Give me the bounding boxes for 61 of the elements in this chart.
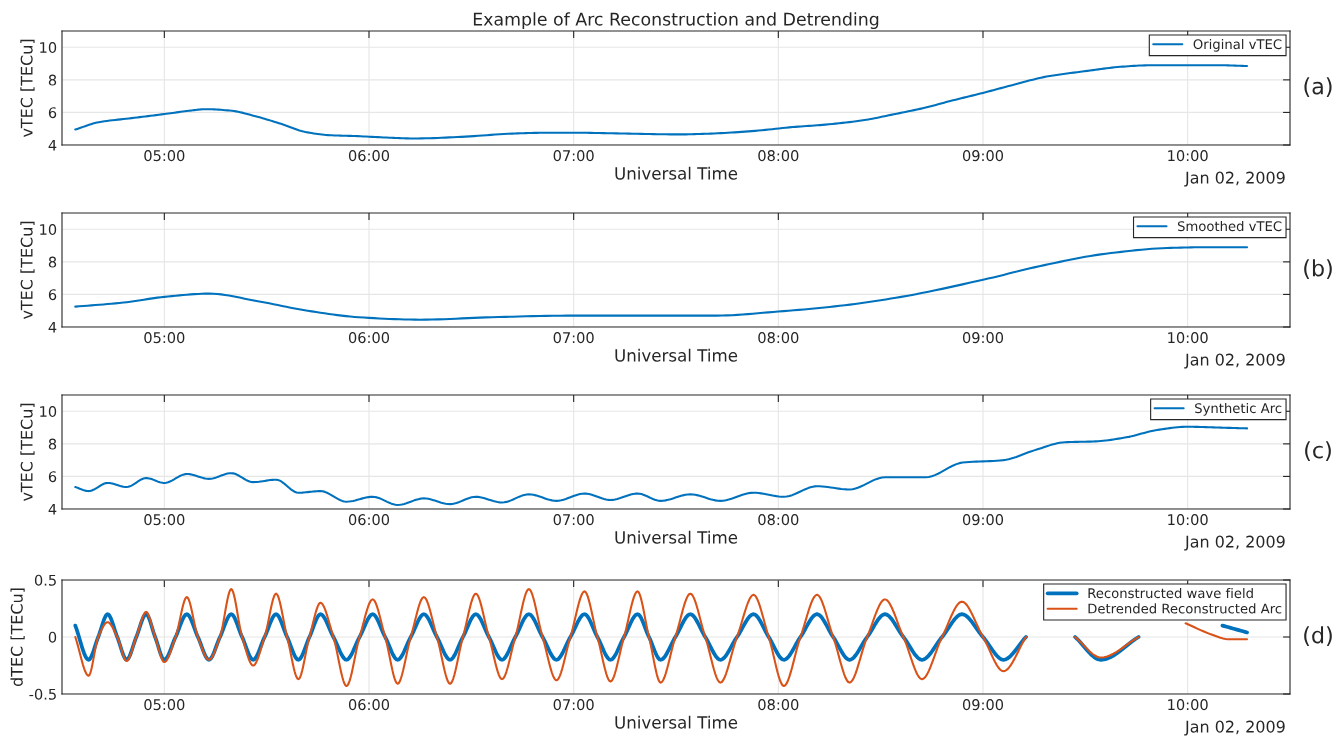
x-tick-label: 10:00: [1168, 332, 1208, 344]
legend-label: Smoothed vTEC: [1177, 220, 1282, 232]
y-tick-label: 0.5: [34, 574, 56, 586]
x-tick-label: 09:00: [962, 514, 1004, 526]
legend-label: Synthetic Arc: [1195, 402, 1282, 416]
text: Jan 02, 2009: [1184, 353, 1285, 369]
y-tick-label: 10: [40, 224, 57, 236]
y-tick-label: 6: [48, 107, 57, 119]
y-tick-label: -0.5: [29, 688, 56, 700]
y-tick-label: 6: [48, 471, 57, 483]
y-tick-label: 4: [48, 321, 57, 333]
legend-label: Reconstructed wave field: [1088, 587, 1253, 599]
text: Jan 02, 2009: [1184, 720, 1285, 736]
x-tick-label: 10:00: [1168, 150, 1208, 162]
x-tick-label: 09:00: [962, 150, 1004, 162]
y-axis-title: vTEC [TECu]: [20, 39, 35, 138]
text: (a): [1304, 77, 1332, 98]
x-tick-label: 09:00: [962, 699, 1004, 711]
y-axis-title: vTEC [TECu]: [20, 221, 35, 320]
x-axis-title: Universal Time: [615, 715, 738, 729]
y-tick-label: 0: [48, 631, 57, 643]
text: (c): [1305, 441, 1331, 462]
x-tick-label: 10:00: [1168, 699, 1208, 711]
x-tick-label: 10:00: [1168, 514, 1208, 526]
legend-label: Detrended Reconstructed Arc: [1088, 603, 1282, 614]
y-tick-label: 6: [48, 289, 57, 301]
x-tick-label: 07:00: [553, 150, 594, 162]
x-axis-title: Universal Time: [615, 348, 738, 362]
y-tick-label: 8: [48, 438, 57, 450]
x-tick-label: 06:00: [348, 699, 390, 711]
x-tick-label: 05:00: [144, 150, 185, 162]
text: Jan 02, 2009: [1184, 535, 1285, 551]
x-tick-label: 08:00: [758, 150, 799, 162]
y-tick-label: 10: [40, 42, 57, 54]
x-tick-label: 07:00: [553, 514, 594, 526]
x-axis-title: Universal Time: [615, 166, 738, 180]
y-tick-label: 4: [48, 503, 57, 515]
y-tick-label: 8: [48, 256, 57, 268]
y-axis-title: vTEC [TECu]: [20, 403, 35, 502]
y-tick-label: 8: [48, 74, 57, 86]
text: (d): [1304, 626, 1332, 647]
x-tick-label: 06:00: [348, 150, 390, 162]
x-tick-label: 05:00: [144, 699, 185, 711]
x-tick-label: 06:00: [348, 332, 390, 344]
text: Jan 02, 2009: [1184, 171, 1285, 187]
x-axis-title: Universal Time: [615, 530, 738, 544]
x-tick-label: 08:00: [758, 699, 799, 711]
text: (b): [1304, 259, 1332, 280]
x-tick-label: 06:00: [348, 514, 390, 526]
x-tick-label: 07:00: [553, 699, 594, 711]
x-tick-label: 08:00: [758, 332, 799, 344]
chart-title: Example of Arc Reconstruction and Detrending: [473, 12, 879, 30]
y-axis-title: dTEC [TECu]: [10, 588, 25, 687]
x-tick-label: 09:00: [962, 332, 1004, 344]
x-tick-label: 05:00: [144, 332, 185, 344]
y-tick-label: 4: [48, 139, 57, 151]
x-tick-label: 05:00: [144, 514, 185, 526]
y-tick-label: 10: [40, 406, 57, 418]
x-tick-label: 07:00: [553, 332, 594, 344]
legend-label: Original vTEC: [1193, 38, 1282, 52]
x-tick-label: 08:00: [758, 514, 799, 526]
